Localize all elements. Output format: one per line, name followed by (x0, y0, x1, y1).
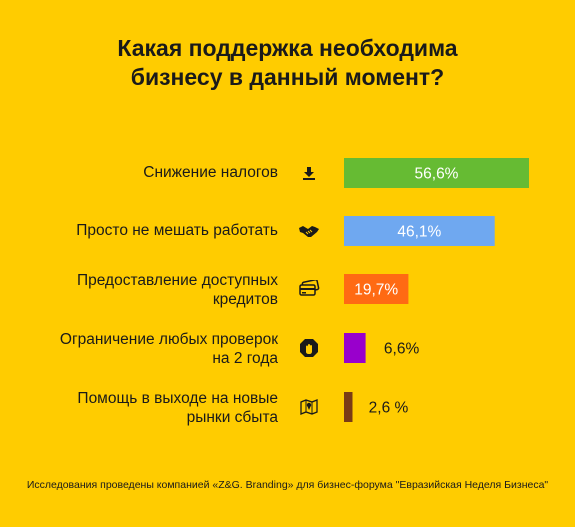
credit-card-icon (298, 278, 320, 300)
handshake-icon (298, 220, 320, 242)
category-label-line: Просто не мешать работать (76, 221, 278, 239)
map-pin-icon (298, 396, 320, 418)
category-label: Помощь в выходе на новые рынки сбыта (77, 389, 278, 427)
download-icon (298, 162, 320, 184)
category-label-line: на 2 года (212, 350, 278, 367)
category-label: Просто не мешать работать (76, 221, 278, 240)
category-label-line: кредитов (212, 291, 278, 308)
data-label: 46,1% (397, 224, 441, 241)
chart-title-line-2: бизнесу в данный момент? (130, 64, 445, 90)
category-label: Снижение налогов (143, 163, 278, 182)
stop-hand-icon (298, 337, 320, 359)
data-label: 2,6 % (369, 400, 409, 417)
category-label-line: Ограничение любых проверок (59, 331, 278, 348)
data-label: 6,6% (384, 341, 420, 358)
bar (344, 333, 366, 363)
bar (344, 392, 353, 422)
category-label-line: рынки сбыта (186, 409, 278, 426)
category-label-line: Помощь в выходе на новые (77, 390, 278, 407)
chart-title-line-1: Какая поддержка необходима (117, 35, 458, 61)
category-label: Предоставление доступных кредитов (77, 271, 278, 309)
bar (344, 216, 495, 246)
bar (344, 274, 409, 304)
category-label: Ограничение любых проверок на 2 года (60, 330, 278, 368)
bar (344, 158, 529, 188)
category-label-line: Предоставление доступных (77, 272, 278, 289)
data-label: 56,6% (415, 166, 459, 183)
category-label-line: Снижение налогов (143, 163, 278, 181)
data-label: 19,7% (354, 282, 398, 299)
chart-title: Какая поддержка необходима бизнесу в дан… (0, 34, 575, 92)
footer-note: Исследования проведены компанией «Z&G. B… (26, 479, 549, 491)
